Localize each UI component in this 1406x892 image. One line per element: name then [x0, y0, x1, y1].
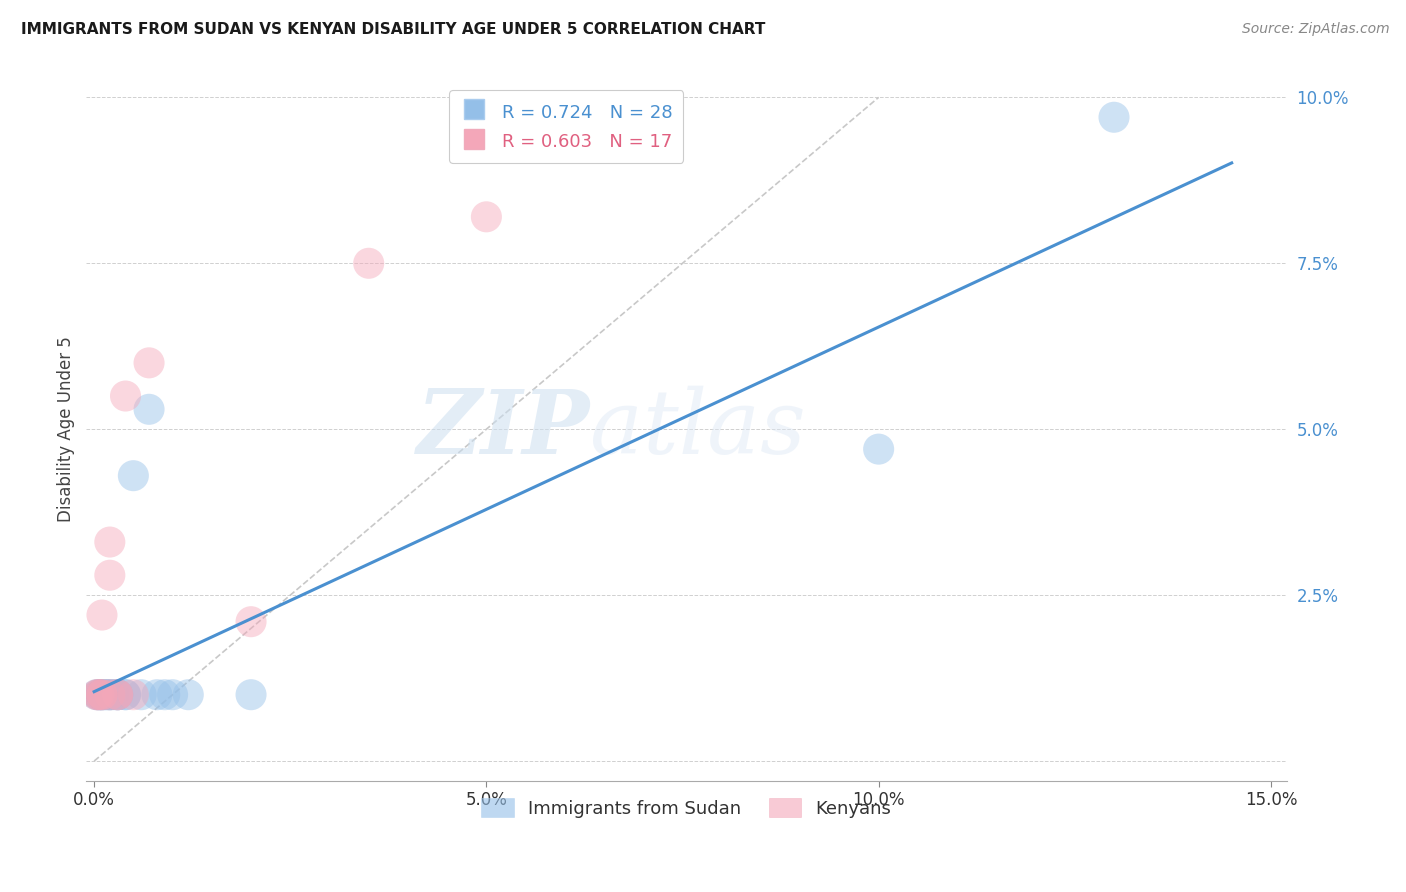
Point — [122, 468, 145, 483]
Point — [146, 688, 169, 702]
Point — [98, 688, 121, 702]
Point — [98, 688, 121, 702]
Point — [91, 608, 114, 623]
Point — [87, 688, 110, 702]
Point — [240, 688, 263, 702]
Point — [122, 688, 145, 702]
Point — [357, 256, 380, 270]
Point — [87, 688, 110, 702]
Point — [177, 688, 200, 702]
Point — [162, 688, 184, 702]
Point — [107, 688, 129, 702]
Point — [94, 688, 117, 702]
Text: IMMIGRANTS FROM SUDAN VS KENYAN DISABILITY AGE UNDER 5 CORRELATION CHART: IMMIGRANTS FROM SUDAN VS KENYAN DISABILI… — [21, 22, 765, 37]
Point — [153, 688, 176, 702]
Text: ZIP: ZIP — [418, 386, 591, 473]
Point — [107, 688, 129, 702]
Point — [86, 688, 108, 702]
Point — [91, 688, 114, 702]
Point — [91, 688, 114, 702]
Point — [94, 688, 117, 702]
Point — [1102, 110, 1125, 124]
Point — [868, 442, 890, 457]
Legend: Immigrants from Sudan, Kenyans: Immigrants from Sudan, Kenyans — [474, 791, 898, 825]
Point — [107, 688, 129, 702]
Point — [129, 688, 152, 702]
Y-axis label: Disability Age Under 5: Disability Age Under 5 — [58, 336, 75, 522]
Point — [138, 402, 160, 417]
Point — [87, 688, 110, 702]
Point — [91, 688, 114, 702]
Point — [89, 688, 111, 702]
Point — [98, 535, 121, 549]
Point — [114, 688, 136, 702]
Text: atlas: atlas — [591, 385, 806, 473]
Point — [91, 688, 114, 702]
Point — [91, 688, 114, 702]
Point — [114, 389, 136, 403]
Point — [98, 688, 121, 702]
Point — [107, 688, 129, 702]
Point — [87, 688, 110, 702]
Point — [86, 688, 108, 702]
Point — [98, 568, 121, 582]
Point — [240, 615, 263, 629]
Point — [114, 688, 136, 702]
Point — [107, 688, 129, 702]
Point — [103, 688, 125, 702]
Point — [98, 688, 121, 702]
Point — [138, 356, 160, 370]
Text: Source: ZipAtlas.com: Source: ZipAtlas.com — [1241, 22, 1389, 37]
Point — [475, 210, 498, 224]
